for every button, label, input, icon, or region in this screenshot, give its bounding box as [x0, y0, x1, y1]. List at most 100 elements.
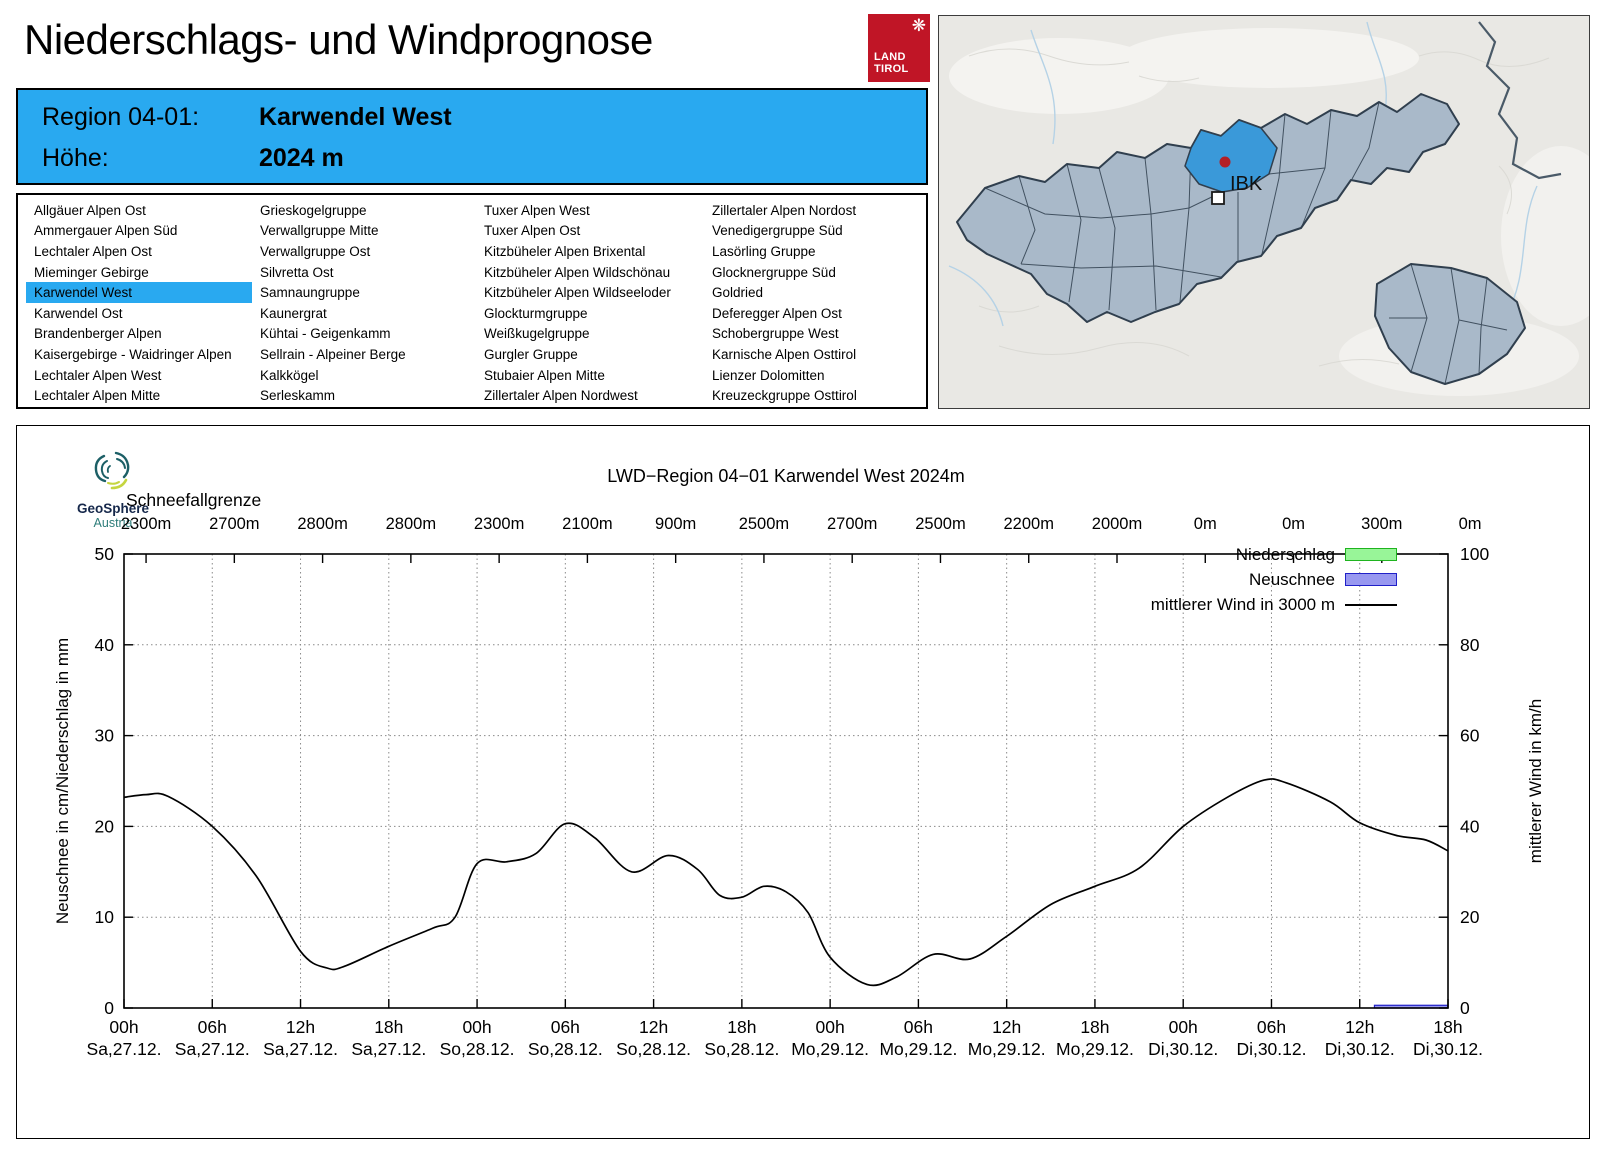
svg-text:Di,30.12.: Di,30.12.	[1236, 1039, 1306, 1059]
grid-lines	[124, 554, 1448, 1008]
forecast-plot: 0 10 20 30 40 50 0 20 40 60 80 100 00h 06h 12h 18h 00h 06…	[87, 515, 1490, 1059]
snowline-values: 2300m 2700m 2800m 2800m 2300m 2100m 900m 2500m 2…	[121, 515, 1482, 533]
legend-entry: Niederschlag	[1236, 542, 1397, 567]
geosphere-logo: GeoSphere Austria	[53, 448, 173, 530]
svg-text:So,28.12.: So,28.12.	[440, 1039, 515, 1059]
region-list-item[interactable]: Mieminger Gebirge	[34, 264, 149, 280]
region-list-item[interactable]: Lechtaler Alpen Mitte	[34, 388, 161, 404]
altitude-value: 2024 m	[258, 144, 344, 172]
map-subregion-borders-east	[1389, 263, 1508, 385]
svg-text:2800m: 2800m	[297, 515, 347, 533]
region-list-item[interactable]: Weißkugelgruppe	[484, 326, 590, 342]
svg-text:Sa,27.12.: Sa,27.12.	[175, 1039, 250, 1059]
axis-ticks	[123, 553, 1449, 1009]
svg-text:So,28.12.: So,28.12.	[704, 1039, 779, 1059]
svg-text:2000m: 2000m	[1092, 515, 1142, 533]
svg-text:2700m: 2700m	[209, 515, 259, 533]
chart-title: LWD−Region 04−01 Karwendel West 2024m	[607, 466, 965, 486]
svg-text:Mo,29.12.: Mo,29.12.	[968, 1039, 1046, 1059]
svg-text:12h: 12h	[1345, 1017, 1374, 1037]
region-list-item[interactable]: Kreuzeckgruppe Osttirol	[712, 388, 857, 404]
region-list-item[interactable]: Lechtaler Alpen West	[34, 367, 162, 383]
region-list-item[interactable]: Venedigergruppe Süd	[712, 223, 843, 239]
svg-text:40: 40	[95, 635, 115, 655]
region-list-item[interactable]: Deferegger Alpen Ost	[712, 305, 842, 321]
region-list-item[interactable]: Karwendel West	[26, 282, 252, 303]
region-list-item[interactable]: Kitzbüheler Alpen Brixental	[484, 243, 646, 259]
legend-label: mittlerer Wind in 3000 m	[1150, 594, 1335, 614]
region-list-item[interactable]: Kühtai - Geigenkamm	[260, 326, 391, 342]
map-north-tirol-region	[956, 93, 1460, 323]
page-title: Niederschlags- und Windprognose	[24, 16, 653, 63]
svg-text:2300m: 2300m	[121, 515, 171, 533]
region-list-item[interactable]: Goldried	[712, 285, 764, 301]
forecast-chart-panel: GeoSphere Austria LWD−Region 04−01 Karwe…	[16, 425, 1590, 1139]
region-list-item[interactable]: Silvretta Ost	[260, 264, 334, 280]
logo-line2: TIROL	[874, 63, 909, 76]
region-list-item[interactable]: Glocknergruppe Süd	[712, 264, 836, 280]
svg-text:18h: 18h	[727, 1017, 756, 1037]
region-list-item[interactable]: Verwallgruppe Mitte	[260, 223, 379, 239]
map-relief-patch	[949, 38, 1169, 114]
region-list-item[interactable]: Karwendel Ost	[34, 305, 123, 321]
region-list-item[interactable]: Gurgler Gruppe	[484, 346, 578, 362]
svg-text:00h: 00h	[816, 1017, 845, 1037]
map-relief-patch	[1119, 28, 1419, 88]
region-list-item[interactable]: Allgäuer Alpen Ost	[34, 202, 146, 218]
region-list-item[interactable]: Lasörling Gruppe	[712, 243, 816, 259]
altitude-label: Höhe:	[42, 144, 109, 172]
region-list-item[interactable]: Serleskamm	[260, 388, 336, 404]
region-list-item[interactable]: Kaisergebirge - Waidringer Alpen	[34, 346, 232, 362]
tirol-overview-map: IBK	[938, 15, 1600, 409]
svg-text:18h: 18h	[1080, 1017, 1109, 1037]
legend-label: Neuschnee	[1248, 569, 1335, 589]
logo-line1: LAND	[874, 50, 906, 63]
region-list-item[interactable]: Kalkkögel	[260, 367, 319, 383]
region-list-item[interactable]: Zillertaler Alpen Nordost	[712, 202, 857, 218]
region-list-item[interactable]: Sellrain - Alpeiner Berge	[260, 346, 406, 362]
svg-text:0m: 0m	[1194, 515, 1217, 533]
svg-text:2200m: 2200m	[1004, 515, 1054, 533]
region-list-column: Zillertaler Alpen Nordost Venedigergruppe…	[704, 200, 926, 406]
region-list-column: Tuxer Alpen West Tuxer Alpen Ost Kitzbühel…	[476, 200, 704, 406]
region-list-item[interactable]: Zillertaler Alpen Nordwest	[484, 388, 638, 404]
region-list-item[interactable]: Grieskogelgruppe	[260, 202, 367, 218]
region-list-item[interactable]: Kitzbüheler Alpen Wildschönau	[484, 264, 671, 280]
svg-text:06h: 06h	[904, 1017, 933, 1037]
svg-text:100: 100	[1460, 544, 1489, 564]
legend-swatch-line	[1345, 603, 1397, 606]
svg-text:Di,30.12.: Di,30.12.	[1413, 1039, 1483, 1059]
svg-text:06h: 06h	[1257, 1017, 1286, 1037]
region-list-item[interactable]: Lechtaler Alpen Ost	[34, 243, 152, 259]
region-list-item[interactable]: Tuxer Alpen West	[484, 202, 590, 218]
region-list-item[interactable]: Stubaier Alpen Mitte	[484, 367, 605, 383]
svg-text:So,28.12.: So,28.12.	[616, 1039, 691, 1059]
svg-text:Di,30.12.: Di,30.12.	[1148, 1039, 1218, 1059]
region-list-item[interactable]: Schobergruppe West	[712, 326, 839, 342]
region-list-item[interactable]: Lienzer Dolomitten	[712, 367, 825, 383]
region-list-item[interactable]: Tuxer Alpen Ost	[484, 223, 581, 239]
svg-text:0m: 0m	[1459, 515, 1482, 533]
wind-line	[123, 778, 1449, 987]
svg-text:60: 60	[1460, 726, 1480, 746]
region-header-panel: Region 04-01: Karwendel West Höhe: 2024 …	[16, 88, 928, 185]
region-list-item[interactable]: Verwallgruppe Ost	[260, 243, 371, 259]
svg-text:Mo,29.12.: Mo,29.12.	[1056, 1039, 1134, 1059]
region-list-item[interactable]: Ammergauer Alpen Süd	[34, 223, 178, 239]
region-list-item[interactable]: Brandenberger Alpen	[34, 326, 162, 342]
svg-text:00h: 00h	[109, 1017, 138, 1037]
region-list-item[interactable]: Samnaungruppe	[260, 285, 360, 301]
svg-text:900m: 900m	[655, 515, 696, 533]
svg-text:2500m: 2500m	[739, 515, 789, 533]
svg-text:0: 0	[1460, 998, 1470, 1018]
svg-text:Mo,29.12.: Mo,29.12.	[879, 1039, 957, 1059]
plot-frame	[123, 553, 1449, 1009]
region-list-item[interactable]: Karnische Alpen Osttirol	[712, 346, 857, 362]
svg-text:20: 20	[1460, 907, 1480, 927]
svg-text:12h: 12h	[286, 1017, 315, 1037]
region-list-item[interactable]: Kaunergrat	[260, 305, 327, 321]
region-list-item[interactable]: Kitzbüheler Alpen Wildseeloder	[484, 285, 671, 301]
region-list-item[interactable]: Glockturmgruppe	[484, 305, 588, 321]
svg-text:2300m: 2300m	[474, 515, 524, 533]
map-region-highlight-karwendel-west[interactable]	[1184, 119, 1278, 193]
